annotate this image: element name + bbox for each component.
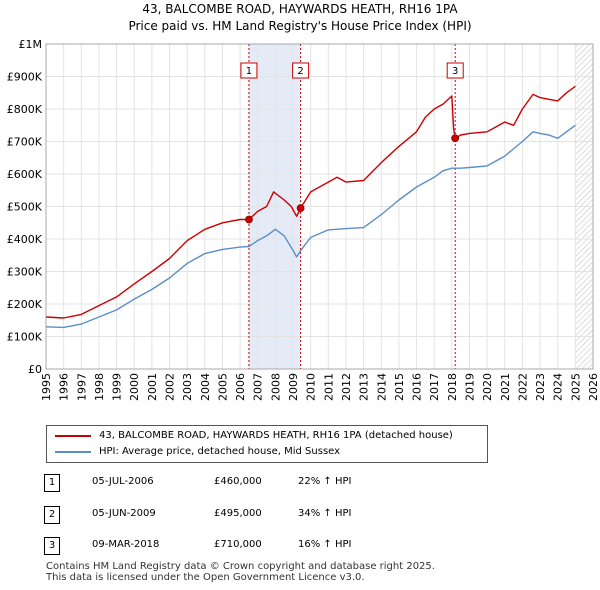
x-tick-label: 2001 — [146, 373, 159, 401]
x-tick-label: 2012 — [340, 373, 353, 401]
x-tick-label: 2007 — [252, 373, 265, 401]
y-tick-label: £600K — [7, 168, 43, 181]
y-tick-label: £700K — [7, 136, 43, 149]
sale-marker-label: 1 — [246, 66, 252, 77]
sale-point — [451, 134, 460, 143]
legend-swatch-hpi — [55, 451, 91, 453]
x-tick-label: 2010 — [305, 373, 318, 401]
sale-hpi-change: 22% ↑ HPI — [298, 476, 352, 487]
sale-date: 09-MAR-2018 — [92, 539, 160, 550]
x-tick-label: 1997 — [75, 373, 88, 401]
x-tick-label: 2004 — [199, 373, 212, 401]
sale-marker-box — [240, 62, 258, 79]
chart-subtitle: Price paid vs. HM Land Registry's House … — [128, 19, 471, 33]
y-tick-label: £0 — [28, 363, 42, 376]
x-tick-label: 2003 — [181, 373, 194, 401]
sale-marker-box — [446, 62, 464, 79]
x-tick-label: 2006 — [234, 373, 247, 401]
sale-marker-badge: 2 — [292, 62, 310, 79]
x-tick-label: 2021 — [499, 373, 512, 401]
chart-legend: 43, BALCOMBE ROAD, HAYWARDS HEATH, RH16 … — [46, 425, 488, 463]
sale-number-badge: 1 — [44, 474, 60, 492]
y-tick-label: £900K — [7, 71, 43, 84]
hpi-line — [45, 124, 576, 329]
x-tick-label: 2015 — [393, 373, 406, 401]
footer-copyright: Contains HM Land Registry data © Crown c… — [46, 561, 435, 572]
sale-price: £710,000 — [214, 539, 262, 550]
sale-point — [296, 204, 305, 213]
x-tick-label: 2022 — [516, 373, 529, 401]
price-chart: 43, BALCOMBE ROAD, HAYWARDS HEATH, RH16 … — [7, 2, 600, 401]
x-tick-label: 2019 — [463, 373, 476, 401]
footer-licence: This data is licensed under the Open Gov… — [46, 572, 365, 583]
x-tick-label: 2018 — [446, 373, 459, 401]
x-tick-label: 2023 — [534, 373, 547, 401]
x-tick-label: 2016 — [411, 373, 424, 401]
x-tick-label: 2014 — [375, 373, 388, 401]
x-tick-label: 2026 — [587, 373, 600, 401]
y-tick-label: £200K — [7, 298, 43, 311]
x-tick-label: 2002 — [164, 373, 177, 401]
sale-date: 05-JUL-2006 — [92, 476, 154, 487]
y-tick-label: £500K — [7, 201, 43, 214]
y-tick-label: £100K — [7, 331, 43, 344]
sale-row: 2 05-JUN-2009 £495,000 34% ↑ HPI — [0, 506, 600, 526]
sale-point — [245, 215, 253, 224]
sale-number-badge: 3 — [44, 537, 60, 555]
chart-title: 43, BALCOMBE ROAD, HAYWARDS HEATH, RH16 … — [142, 2, 458, 16]
legend-swatch-property — [55, 435, 91, 437]
x-tick-label: 2017 — [428, 373, 441, 401]
sale-marker-label: 2 — [297, 66, 303, 77]
x-tick-label: 2008 — [269, 373, 282, 401]
x-tick-label: 2009 — [287, 373, 300, 401]
legend-label-hpi: HPI: Average price, detached house, Mid … — [99, 446, 341, 457]
sale-hpi-change: 34% ↑ HPI — [298, 508, 352, 519]
x-tick-label: 1995 — [40, 373, 53, 401]
y-tick-label: £400K — [7, 233, 43, 246]
sale-marker-label: 3 — [452, 66, 458, 77]
sale-marker-badge: 3 — [446, 62, 464, 79]
sale-number-badge: 2 — [44, 506, 60, 524]
x-tick-label: 2013 — [358, 373, 371, 401]
x-tick-label: 2011 — [322, 373, 335, 401]
x-tick-label: 2000 — [128, 373, 141, 401]
sale-price: £495,000 — [214, 508, 262, 519]
sale-marker-badge: 1 — [240, 62, 258, 79]
y-tick-label: £300K — [7, 266, 43, 279]
x-tick-label: 1998 — [93, 373, 106, 401]
y-tick-label: £1M — [19, 38, 43, 51]
sale-price: £460,000 — [214, 476, 262, 487]
property-price-line — [45, 85, 576, 319]
x-tick-label: 1999 — [111, 373, 124, 401]
x-tick-label: 2025 — [569, 373, 582, 401]
x-tick-label: 2005 — [216, 373, 229, 401]
sale-date: 05-JUN-2009 — [92, 508, 156, 519]
footer-attribution: Contains HM Land Registry data © Crown c… — [46, 561, 435, 583]
plot-frame — [45, 43, 594, 370]
legend-label-property: 43, BALCOMBE ROAD, HAYWARDS HEATH, RH16 … — [99, 430, 453, 441]
x-tick-label: 2024 — [552, 373, 565, 401]
sale-marker-box — [292, 62, 310, 79]
x-tick-label: 2020 — [481, 373, 494, 401]
sale-row: 3 09-MAR-2018 £710,000 16% ↑ HPI — [0, 537, 600, 557]
y-tick-label: £800K — [7, 103, 43, 116]
sale-hpi-change: 16% ↑ HPI — [298, 539, 352, 550]
x-tick-label: 1996 — [58, 373, 71, 401]
sale-row: 1 05-JUL-2006 £460,000 22% ↑ HPI — [0, 474, 600, 494]
